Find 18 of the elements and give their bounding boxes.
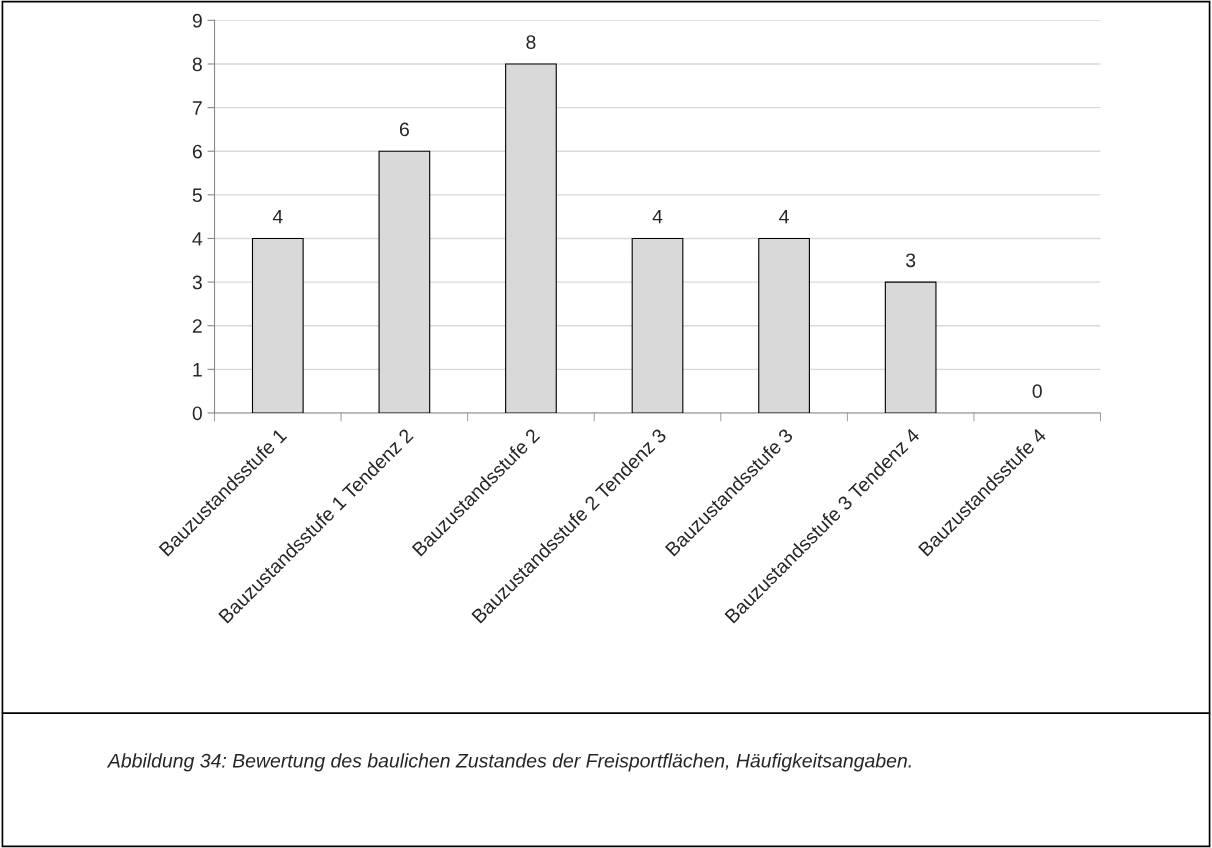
y-tick-label: 6 xyxy=(192,144,202,159)
data-label: 4 xyxy=(272,209,283,224)
y-tick-label: 8 xyxy=(192,57,202,72)
data-label: 4 xyxy=(652,209,663,224)
y-tick-label: 0 xyxy=(192,406,202,421)
y-tick-label: 1 xyxy=(193,363,202,377)
text: Abbildung 34: Bewertung des baulichen Zustandes der Freisportflächen, Häufigkeitsangaben. xyxy=(106,753,911,772)
data-label: 3 xyxy=(905,253,916,268)
data-label: 8 xyxy=(526,35,536,50)
y-tick-label: 2 xyxy=(192,319,202,333)
y-tick-label: 3 xyxy=(192,275,202,290)
y-tick-label: 7 xyxy=(192,101,202,115)
data-label: 4 xyxy=(779,209,789,224)
data-label: 0 xyxy=(1032,384,1042,399)
y-tick-label: 4 xyxy=(192,232,203,246)
y-tick-label: 5 xyxy=(192,188,202,203)
data-label: 6 xyxy=(399,122,409,137)
y-tick-label: 9 xyxy=(192,13,202,28)
